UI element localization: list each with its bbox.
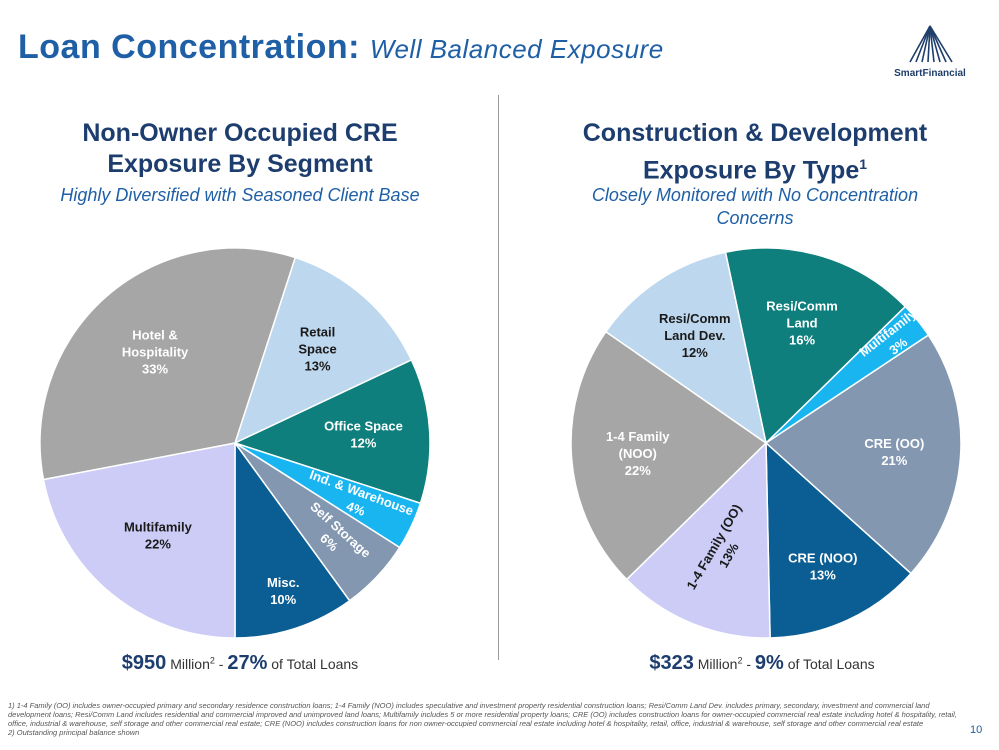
pie-label-1-4-family-noo: 1-4 Family (NOO) 22%: [606, 429, 670, 478]
right-panel-title-sup: 1: [859, 156, 868, 172]
footnote-1: 1) 1-4 Family (OO) includes owner-occupi…: [8, 701, 957, 728]
pie-label-resi-comm-land: Resi/Comm Land 16%: [766, 299, 838, 348]
pie-chart-construction: Resi/Comm Land 16% Multifamily3%CRE (OO) 21%…: [570, 247, 962, 639]
pie-slice-misc: [234, 440, 351, 639]
pie-slice-cre-noo: [765, 441, 912, 639]
pie-slice-resi-comm-land-dev: [604, 251, 768, 445]
left-total: $950 Million2 - 27% of Total Loans: [50, 652, 430, 675]
footnote-2: 2) Outstanding principal balance shown: [8, 728, 140, 737]
right-panel-title-text: Construction & Development Exposure By T…: [582, 119, 928, 185]
page-number: 10: [970, 724, 983, 736]
right-panel-subtitle: Closely Monitored with No Concentration …: [591, 185, 919, 228]
pie-slice-resi-comm-land: [724, 247, 907, 445]
title-sub: Well Balanced Exposure: [369, 34, 664, 64]
right-total-suffix: of Total Loans: [783, 656, 875, 672]
pie-label-hotel-hospitality: Hotel & Hospitality 33%: [122, 327, 189, 376]
panel-divider: [498, 95, 499, 660]
left-panel-title: Non-Owner Occupied CRE Exposure By Segme…: [82, 119, 398, 178]
left-total-unit: Million: [170, 656, 210, 672]
right-total-sup: 2: [737, 655, 743, 666]
pie-slice-1-4-family-oo: [625, 441, 771, 639]
logo-text: SmartFinancial: [894, 68, 966, 79]
right-panel-title: Construction & Development Exposure By T…: [565, 118, 945, 186]
company-logo: SmartFinancial: [880, 22, 980, 79]
right-total-pct: 9%: [754, 652, 784, 674]
pie-label-retail-space: Retail Space 13%: [298, 324, 336, 373]
left-total-suffix: of Total Loans: [267, 656, 359, 672]
pie-slice-multifamily: [42, 442, 236, 639]
right-total-unit: Million: [697, 656, 738, 672]
triangle-burst-logo-icon: [909, 25, 953, 63]
pie-label-office-space: Office Space 12%: [324, 418, 403, 450]
title-main: Loan Concentration:: [18, 28, 360, 66]
left-total-dash: -: [214, 656, 228, 672]
pie-label-misc: Misc. 10%: [267, 575, 300, 607]
left-total-amount: $950: [121, 652, 167, 674]
pie-slice-cre-oo: [764, 334, 962, 575]
pie-label-cre-oo: CRE (OO) 21%: [864, 436, 924, 468]
pie-label-multifamily: Multifamily 22%: [124, 520, 193, 552]
pie-slice-hotel-hospitality: [39, 247, 297, 481]
left-total-sup: 2: [209, 655, 215, 666]
right-total-dash: -: [742, 656, 755, 672]
pie-slice-office-space: [232, 358, 431, 505]
right-total: $323 Million2 - 9% of Total Loans: [572, 652, 952, 675]
page-title: Loan Concentration: Well Balanced Exposu…: [18, 28, 664, 67]
pie-slice-retail-space: [233, 256, 413, 445]
right-total-amount: $323: [649, 652, 694, 674]
left-panel-subtitle: Highly Diversified with Seasoned Client …: [60, 185, 420, 205]
left-total-pct: 27%: [227, 652, 268, 674]
pie-label-cre-noo: CRE (NOO) 13%: [788, 551, 857, 583]
pie-chart-noo-cre: Retail Space 13%Office Space 12%Ind. & Ware…: [39, 247, 431, 639]
pie-slice-1-4-family-noo: [570, 330, 768, 581]
pie-label-resi-comm-land-dev: Resi/Comm Land Dev. 12%: [659, 311, 731, 360]
footnotes: 1) 1-4 Family (OO) includes owner-occupi…: [8, 701, 968, 737]
